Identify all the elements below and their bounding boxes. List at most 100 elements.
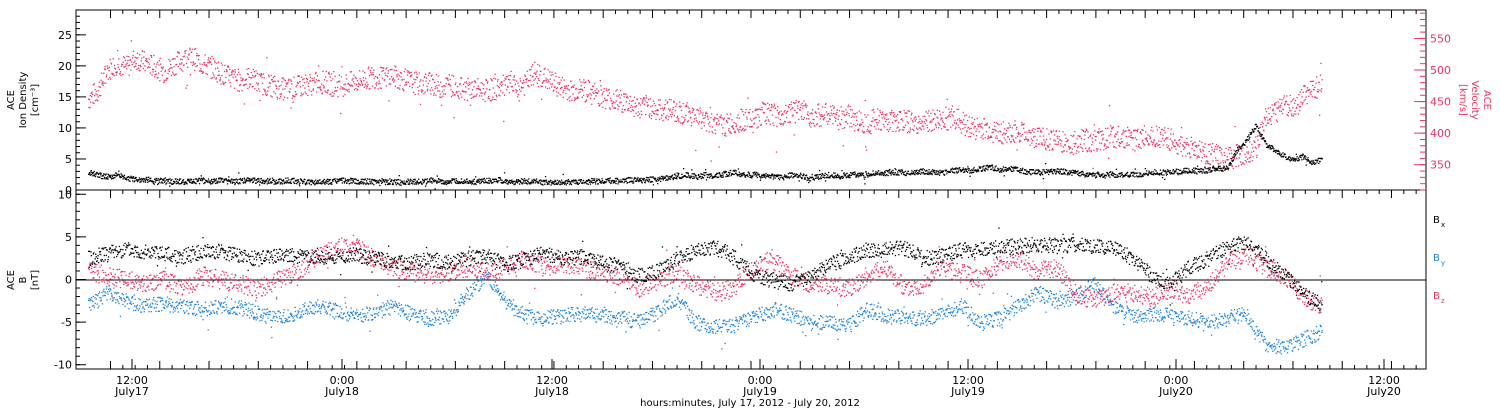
data-point — [809, 180, 811, 182]
data-point — [179, 58, 182, 60]
data-point — [1184, 142, 1187, 144]
data-point — [491, 79, 493, 81]
data-point — [864, 114, 866, 116]
data-point — [384, 72, 386, 74]
data-point — [493, 180, 495, 183]
data-point — [1005, 129, 1007, 131]
data-point — [204, 64, 207, 66]
data-point — [235, 179, 237, 181]
data-point — [269, 178, 271, 180]
data-point — [1215, 143, 1218, 146]
data-point — [200, 175, 202, 177]
data-point — [463, 90, 465, 93]
data-point — [1219, 146, 1221, 149]
data-point — [1216, 148, 1218, 150]
data-point — [1196, 156, 1199, 158]
data-point — [656, 180, 658, 182]
data-point — [200, 179, 202, 181]
data-point — [675, 175, 677, 177]
data-point — [1319, 74, 1322, 76]
data-point — [1270, 120, 1272, 122]
data-point — [322, 70, 324, 73]
data-point — [624, 180, 626, 182]
data-point — [560, 181, 562, 183]
data-point — [796, 111, 798, 114]
data-point — [739, 173, 741, 175]
data-point — [408, 182, 410, 184]
data-point — [418, 72, 420, 74]
data-point — [1042, 127, 1044, 129]
data-point — [255, 82, 258, 84]
data-point — [1217, 162, 1219, 165]
data-point — [488, 98, 490, 100]
data-point — [245, 180, 247, 182]
data-point — [729, 131, 731, 133]
data-point — [715, 123, 718, 125]
data-point — [642, 178, 644, 181]
data-point — [428, 178, 431, 180]
data-point — [403, 183, 405, 185]
data-point — [779, 119, 781, 121]
data-point — [889, 112, 891, 114]
data-point — [338, 74, 340, 76]
data-point — [211, 77, 214, 79]
data-point — [94, 176, 97, 178]
data-point — [572, 180, 574, 182]
data-point — [401, 79, 403, 81]
data-point — [1030, 138, 1033, 140]
data-point — [1035, 143, 1037, 145]
data-point — [311, 80, 314, 82]
data-point — [833, 106, 835, 108]
data-point — [1162, 134, 1164, 136]
data-point — [626, 109, 629, 111]
data-point — [316, 182, 318, 184]
data-point — [101, 175, 103, 177]
data-point — [1279, 98, 1281, 100]
data-point — [1306, 87, 1309, 89]
data-point — [323, 181, 325, 183]
data-point — [135, 57, 138, 59]
data-point — [1255, 136, 1257, 138]
data-point — [155, 73, 157, 75]
data-point — [986, 122, 988, 124]
data-point — [765, 123, 768, 125]
data-point — [911, 120, 913, 122]
data-point — [664, 116, 667, 118]
data-point — [241, 79, 243, 81]
data-point — [1099, 131, 1101, 133]
data-point — [142, 67, 145, 70]
data-point — [1114, 133, 1117, 135]
data-point — [745, 128, 747, 131]
data-point — [652, 111, 654, 113]
data-point — [97, 176, 99, 178]
data-point — [469, 182, 471, 184]
data-point — [362, 183, 365, 185]
data-point — [648, 179, 651, 181]
data-point — [466, 99, 469, 102]
data-point — [610, 97, 612, 100]
data-point — [234, 71, 236, 73]
data-point — [683, 120, 686, 122]
data-point — [926, 124, 928, 126]
data-point — [321, 180, 324, 182]
data-point — [515, 89, 517, 91]
data-point — [649, 176, 651, 178]
data-point — [709, 106, 711, 109]
data-point — [476, 87, 479, 90]
data-point — [1040, 129, 1042, 132]
data-point — [976, 128, 978, 130]
data-point — [477, 78, 479, 80]
data-point — [375, 84, 378, 87]
data-point — [381, 181, 384, 183]
data-point — [131, 176, 133, 178]
data-point — [100, 174, 102, 176]
data-point — [557, 182, 560, 184]
data-point — [1271, 115, 1273, 118]
data-point — [1002, 121, 1004, 123]
data-point — [491, 178, 494, 180]
data-point — [1197, 155, 1199, 157]
data-point — [297, 82, 299, 85]
data-point — [537, 63, 539, 66]
data-point — [927, 112, 929, 114]
data-point — [516, 179, 518, 181]
